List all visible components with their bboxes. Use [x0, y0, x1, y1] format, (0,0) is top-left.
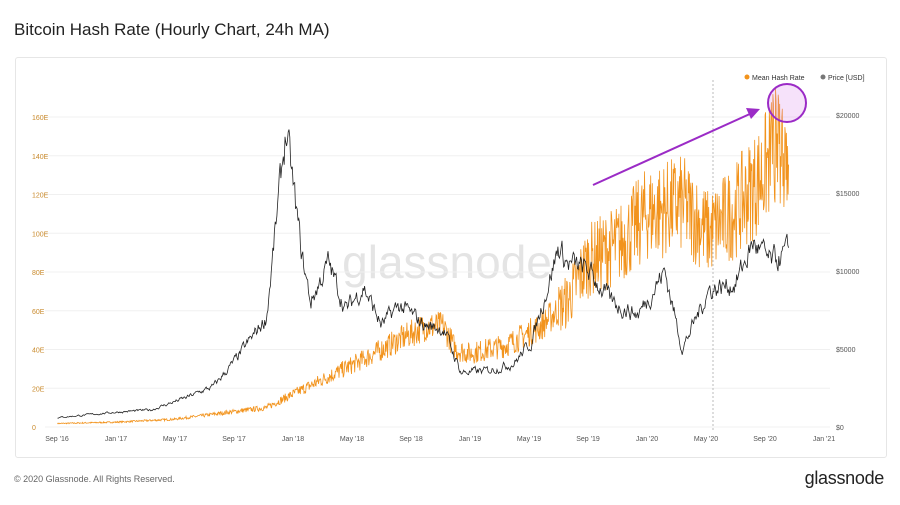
- x-tick-label: May '18: [340, 436, 364, 443]
- x-tick-label: Sep '19: [576, 436, 600, 443]
- x-tick-label: Sep '20: [753, 436, 777, 443]
- copyright: © 2020 Glassnode. All Rights Reserved.: [14, 474, 175, 484]
- chart-card: [15, 57, 887, 458]
- y-right-tick-label: $15000: [836, 191, 859, 198]
- x-tick-label: May '17: [163, 436, 187, 443]
- y-left-tick-label: 60E: [32, 309, 45, 316]
- watermark: glassnode: [342, 236, 552, 288]
- y-left-tick-label: 20E: [32, 386, 45, 393]
- y-left-tick-label: 80E: [32, 270, 45, 277]
- legend-label: Mean Hash Rate: [752, 75, 805, 82]
- x-tick-label: Sep '16: [45, 436, 69, 443]
- page-title: Bitcoin Hash Rate (Hourly Chart, 24h MA): [14, 20, 330, 39]
- hash-rate-line: [57, 88, 789, 425]
- x-tick-label: May '20: [694, 436, 718, 443]
- x-tick-label: Jan '21: [813, 436, 835, 443]
- x-tick-label: Jan '20: [636, 436, 658, 443]
- y-right-tick-label: $0: [836, 425, 844, 432]
- x-tick-label: Jan '18: [282, 436, 304, 443]
- brand-logo: glassnode: [804, 468, 885, 488]
- y-left-tick-label: 120E: [32, 193, 49, 200]
- x-tick-label: Sep '18: [399, 436, 423, 443]
- y-left-tick-label: 40E: [32, 348, 45, 355]
- y-right-tick-label: $20000: [836, 113, 859, 120]
- annotation-arrow: [592, 112, 753, 186]
- x-tick-label: May '19: [517, 436, 541, 443]
- y-right-tick-label: $5000: [836, 347, 856, 354]
- y-left-tick-label: 160E: [32, 115, 49, 122]
- legend-swatch-hash: [744, 74, 750, 80]
- legend-swatch-price: [820, 74, 826, 80]
- y-left-tick-label: 100E: [32, 231, 49, 238]
- x-tick-label: Jan '17: [105, 436, 127, 443]
- y-right-tick-label: $10000: [836, 269, 859, 276]
- annotation-arrowhead: [746, 108, 760, 119]
- y-left-tick-label: 140E: [32, 154, 49, 161]
- x-tick-label: Jan '19: [459, 436, 481, 443]
- annotation-circle: [767, 83, 807, 123]
- y-left-tick-label: 0: [32, 425, 36, 432]
- legend-label: Price [USD]: [828, 75, 865, 82]
- price-line: [57, 129, 789, 419]
- x-tick-label: Sep '17: [222, 436, 246, 443]
